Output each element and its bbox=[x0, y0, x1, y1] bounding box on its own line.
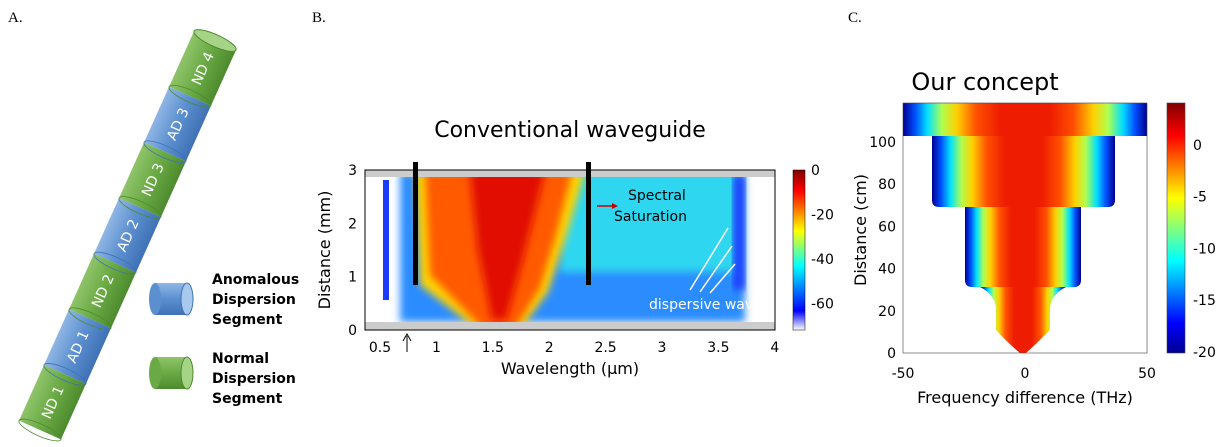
annotation: Saturation bbox=[614, 209, 687, 225]
segment bbox=[19, 364, 86, 440]
legend-text: Segment bbox=[212, 391, 283, 407]
segment bbox=[44, 309, 111, 384]
tick-label: 0 bbox=[1021, 366, 1030, 382]
colorbar bbox=[1166, 102, 1186, 354]
segment-edge bbox=[143, 140, 187, 164]
tick-label: 100 bbox=[869, 135, 896, 151]
tick-label: 4 bbox=[770, 340, 779, 356]
tick-label: 1 bbox=[348, 270, 357, 286]
tick-label: 2 bbox=[545, 340, 554, 356]
tick-label: -50 bbox=[892, 366, 915, 382]
panel-title: Our concept bbox=[911, 68, 1058, 96]
tick-label: 2.5 bbox=[594, 340, 616, 356]
segment bbox=[119, 142, 187, 217]
legend-text: Dispersion bbox=[212, 292, 296, 308]
segment-edge bbox=[168, 84, 212, 108]
tick-label: 0 bbox=[1193, 138, 1202, 154]
panel-label: B. bbox=[312, 10, 326, 26]
plot-frame bbox=[364, 169, 776, 331]
marker-bar bbox=[586, 162, 591, 172]
panel-label: C. bbox=[848, 10, 862, 26]
axis-label: Distance (mm) bbox=[315, 191, 334, 310]
heatmap bbox=[903, 103, 1147, 353]
tick-label: -15 bbox=[1193, 293, 1216, 309]
segment-edge bbox=[43, 363, 87, 386]
tick-label: -20 bbox=[1193, 345, 1216, 361]
legend-text: Segment bbox=[212, 312, 283, 328]
arrow bbox=[612, 203, 618, 209]
tick-label: 2 bbox=[348, 216, 357, 232]
fiber: ND 1AD 1ND 2AD 2ND 3AD 3ND 4 bbox=[18, 29, 237, 442]
tick-label: 1 bbox=[432, 340, 441, 356]
legend: Anomalous Dispersion Segment Normal Disp… bbox=[149, 272, 299, 407]
tick-label: -60 bbox=[811, 297, 834, 313]
tick-label: 20 bbox=[878, 304, 896, 320]
legend-text: Anomalous bbox=[212, 272, 299, 288]
tick-label: -5 bbox=[1193, 190, 1207, 206]
segment bbox=[94, 198, 161, 273]
tick-label: 80 bbox=[878, 177, 896, 193]
tick-label: 0 bbox=[811, 163, 820, 179]
tick-label: 0.5 bbox=[369, 340, 391, 356]
axis-label: Frequency difference (THz) bbox=[917, 388, 1133, 407]
tick-label: -20 bbox=[811, 208, 834, 224]
tick-label: 60 bbox=[878, 219, 896, 235]
colorbar bbox=[792, 169, 806, 331]
legend-icon bbox=[180, 356, 194, 390]
annotation: Spectral bbox=[628, 188, 686, 204]
tick-label: 3 bbox=[658, 340, 667, 356]
heatmap bbox=[365, 170, 775, 330]
fiber-end bbox=[193, 29, 237, 52]
panel-label: A. bbox=[8, 10, 23, 26]
tick-label: -40 bbox=[811, 252, 834, 268]
tick-label: 0 bbox=[887, 346, 896, 362]
arrow bbox=[402, 332, 412, 352]
arrows bbox=[689, 227, 736, 294]
segment-edge bbox=[18, 418, 62, 442]
annotation: dispersive waves bbox=[649, 297, 769, 313]
segment bbox=[69, 253, 136, 329]
segment-edge bbox=[68, 307, 112, 331]
tick-label: 0 bbox=[348, 323, 357, 339]
legend-text: Normal bbox=[212, 351, 269, 367]
tick-label: 40 bbox=[878, 262, 896, 278]
legend-text: Dispersion bbox=[212, 371, 296, 387]
axis-label: Wavelength (µm) bbox=[501, 359, 639, 378]
tick-label: -10 bbox=[1193, 241, 1216, 257]
segment-edge bbox=[93, 251, 137, 275]
segment bbox=[144, 86, 212, 162]
tick-label: 1.5 bbox=[482, 340, 504, 356]
panel-title: Conventional waveguide bbox=[434, 118, 706, 143]
legend-icon bbox=[149, 357, 161, 389]
tick-label: 3.5 bbox=[707, 340, 729, 356]
axis-label: Distance (cm) bbox=[851, 174, 870, 286]
plot-frame bbox=[902, 102, 1148, 354]
marker-bar bbox=[413, 162, 418, 172]
tick-label: 3 bbox=[348, 163, 357, 179]
legend-icon bbox=[180, 282, 194, 316]
segment bbox=[169, 31, 237, 106]
tick-label: 50 bbox=[1138, 366, 1156, 382]
legend-icon bbox=[149, 283, 161, 315]
